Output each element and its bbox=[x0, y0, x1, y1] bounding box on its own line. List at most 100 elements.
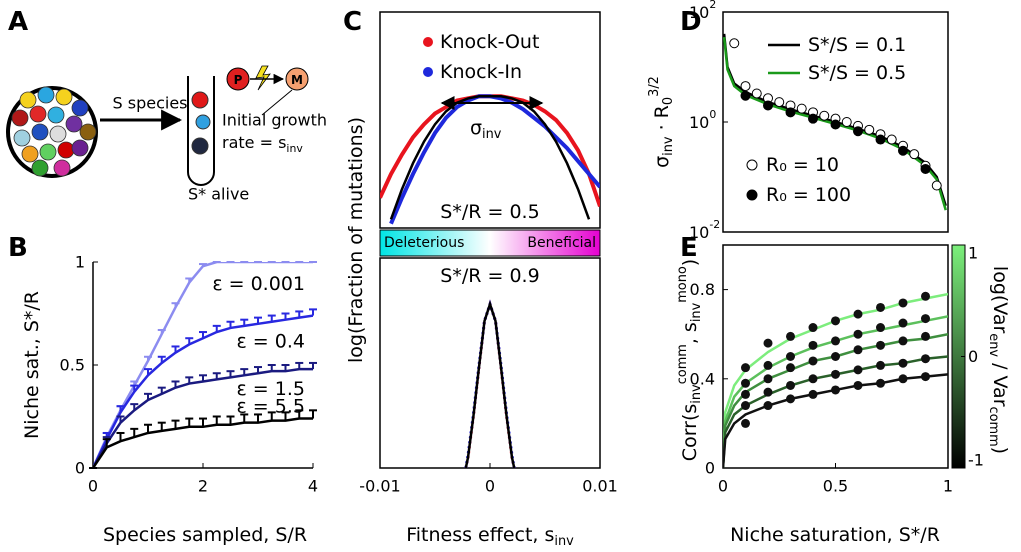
y-tick-label: 0.8 bbox=[690, 280, 715, 299]
plot-area bbox=[464, 299, 516, 468]
dot bbox=[853, 345, 863, 355]
sigma-label: σinv bbox=[470, 117, 502, 142]
species-dot bbox=[191, 137, 209, 155]
panel-a: A S species Initial growth rate = sinv S… bbox=[6, 7, 327, 204]
error-bar bbox=[295, 409, 304, 419]
error-bar bbox=[144, 368, 152, 376]
dot bbox=[808, 356, 818, 366]
error-bar bbox=[309, 361, 317, 370]
error-bar bbox=[267, 364, 276, 372]
axes-frame bbox=[379, 257, 601, 469]
x-tick-label: 0 bbox=[718, 477, 728, 496]
error-bar bbox=[157, 386, 166, 394]
series-label: ε = 0.4 bbox=[237, 331, 306, 353]
marker bbox=[751, 88, 762, 99]
error-bar bbox=[254, 366, 262, 374]
x-tick-label: 1 bbox=[943, 477, 953, 496]
panel-label: B bbox=[8, 233, 28, 263]
legend-label: Knock-Out bbox=[440, 31, 539, 53]
error-bar bbox=[199, 374, 207, 382]
label-part: comm bbox=[675, 344, 690, 384]
y-tick-label: 0.4 bbox=[690, 369, 715, 388]
error-bar bbox=[240, 368, 249, 376]
dot bbox=[921, 331, 930, 341]
error-bar bbox=[295, 310, 304, 318]
marker bbox=[796, 103, 807, 114]
label-part: Fitness effect, s bbox=[406, 524, 554, 546]
error-bar bbox=[226, 320, 235, 328]
error-bar bbox=[144, 423, 152, 433]
error-bar bbox=[130, 403, 139, 411]
marker bbox=[886, 134, 897, 145]
marker bbox=[819, 110, 830, 121]
label-part: ) bbox=[989, 447, 1011, 454]
dot bbox=[898, 358, 908, 368]
label-part: inv bbox=[661, 136, 676, 156]
y-tick-label: 1 bbox=[75, 253, 85, 272]
error-bar bbox=[281, 312, 290, 320]
legend-label: S*/S = 0.5 bbox=[808, 62, 906, 84]
annotation: S*/R = 0.9 bbox=[440, 265, 539, 287]
marker bbox=[841, 117, 852, 127]
dot bbox=[876, 360, 885, 370]
p-circle bbox=[226, 67, 250, 91]
label-part: 10 bbox=[689, 223, 709, 242]
dot bbox=[808, 340, 818, 350]
x-tick-label: -0.01 bbox=[359, 477, 400, 496]
error-bar bbox=[254, 413, 262, 423]
legend-label: S*/S = 0.1 bbox=[808, 34, 906, 56]
label-part: inv bbox=[689, 384, 704, 404]
error-bar bbox=[267, 314, 276, 322]
dot bbox=[786, 394, 795, 404]
error-bar bbox=[309, 409, 317, 419]
label-part: inv bbox=[689, 302, 704, 322]
y-axis-label: Corr(sinvcomm, sinvmono) bbox=[675, 259, 704, 461]
dot bbox=[763, 338, 773, 348]
y-tick-label: 10-2 bbox=[689, 218, 720, 242]
error-bar bbox=[295, 361, 304, 370]
alive-label: S* alive bbox=[188, 185, 249, 204]
label-part: 10 bbox=[689, 113, 709, 132]
x-tick-label: 0.5 bbox=[823, 477, 848, 496]
legend-swatch bbox=[423, 67, 433, 77]
label-part: , s bbox=[679, 322, 701, 344]
rate-label: rate = sinv bbox=[222, 133, 303, 155]
error-bar bbox=[199, 417, 207, 427]
panel-label: C bbox=[343, 7, 362, 37]
series-line bbox=[464, 300, 516, 468]
dot bbox=[808, 374, 818, 384]
dot bbox=[853, 365, 863, 375]
error-bar bbox=[116, 431, 125, 442]
error-bar bbox=[171, 345, 180, 353]
label-part: inv bbox=[286, 142, 303, 155]
marker bbox=[853, 126, 863, 137]
error-bar bbox=[281, 411, 290, 421]
x-tick-label: 2 bbox=[198, 477, 208, 496]
dot bbox=[921, 291, 930, 301]
dot bbox=[786, 331, 795, 341]
x-tick-label: 0 bbox=[88, 477, 98, 496]
y-tick-label: 0.5 bbox=[60, 356, 85, 375]
lightning bbox=[255, 65, 271, 91]
label-part: 10 bbox=[689, 3, 709, 22]
label-part: · R bbox=[651, 105, 673, 136]
marker bbox=[898, 145, 908, 156]
series-line bbox=[464, 299, 516, 468]
error-bar bbox=[116, 405, 125, 413]
dot bbox=[763, 401, 773, 411]
dot bbox=[876, 323, 885, 333]
y-axis-label: log(Fraction of mutations) bbox=[345, 117, 367, 363]
error-bar bbox=[281, 364, 290, 372]
marker bbox=[875, 134, 886, 145]
panel-label: A bbox=[8, 7, 28, 37]
y-tick-label: 0 bbox=[705, 459, 715, 478]
marker bbox=[740, 81, 751, 92]
error-bar bbox=[171, 302, 180, 308]
x-tick-label: 4 bbox=[308, 477, 318, 496]
dot bbox=[786, 352, 795, 361]
dot bbox=[876, 378, 885, 388]
y-tick-label: 102 bbox=[689, 0, 716, 22]
label-part: comm bbox=[987, 407, 1002, 447]
y-tick-label: 100 bbox=[689, 108, 716, 132]
marker bbox=[774, 97, 785, 108]
